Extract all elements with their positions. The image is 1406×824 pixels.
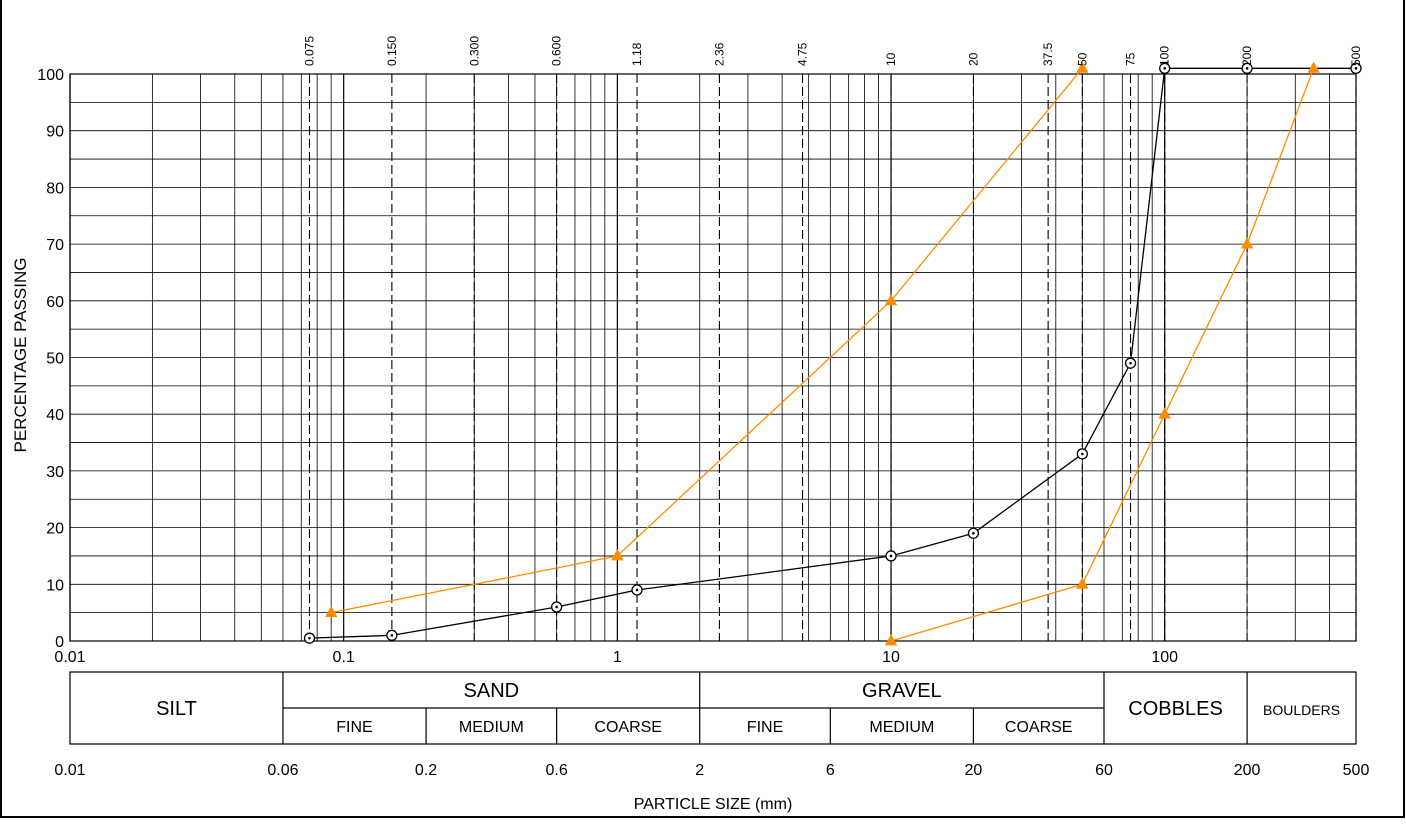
series-line [890,68,1315,642]
sieve-label: 4.75 [796,42,810,66]
class-boundary-label: 0.2 [415,762,437,779]
data-point-triangle [884,293,898,306]
y-axis-label: PERCENTAGE PASSING [11,258,30,453]
circle-center [972,531,975,535]
sieve-label: 75 [1124,52,1138,66]
data-point-circle [303,632,316,644]
y-tick-label: 80 [46,180,64,197]
class-boundary-label: 6 [826,762,835,779]
data-point-circle [386,629,398,641]
data-point-circle [1076,448,1088,460]
data-point-circle [550,601,563,613]
class-major-label: SAND [464,680,520,702]
circle-center [1081,452,1084,456]
data-point-triangle [1076,577,1089,589]
class-minor-label: FINE [336,719,372,736]
sieve-label: 100 [1158,46,1172,66]
plot-frame [69,73,1357,642]
x-tick-label: 1 [613,649,622,666]
y-tick-label: 40 [46,407,64,424]
class-minor-label: COARSE [594,719,662,736]
class-major-label: GRAVEL [862,680,942,702]
class-boundary-label: 0.06 [267,762,298,779]
circle-center [1354,67,1358,70]
axis-layer: 0.075 0.150 0.300 0.600 1.18 2.36 4.75 10 20 37.5… [37,36,1363,666]
circle-center [635,588,639,592]
data-point-circle [1159,62,1171,74]
circle-center [555,605,558,609]
data-point-triangle [884,634,898,646]
circle-center [390,634,394,637]
class-major-label: COBBLES [1128,698,1222,720]
x-tick-label: 100 [1151,649,1178,666]
class-boundary-label: 500 [1343,762,1370,779]
data-point-circle [1350,62,1362,74]
data-point-circle [885,550,897,562]
class-minor-label: MEDIUM [869,719,934,736]
data-point-circle [1241,62,1253,74]
class-boundary-label: 20 [965,762,983,779]
sieve-label: 0.150 [385,36,399,66]
sieve-label: 0.075 [302,36,316,66]
series-line [331,67,1083,614]
sieve-label: 50 [1075,52,1089,66]
data-point-triangle [1240,237,1254,249]
y-tick-label: 100 [37,67,64,84]
circle-center [308,636,311,640]
class-minor-label: COARSE [1005,719,1073,736]
x-tick-label: 0.1 [333,649,355,666]
sieve-label: 200 [1240,46,1254,66]
sieve-label: 500 [1349,46,1363,66]
y-tick-label: 0 [55,634,64,651]
sieve-label: 0.300 [467,36,481,66]
class-table-frame [69,671,1357,745]
series-line [309,67,1356,639]
data-point-triangle [1307,61,1320,73]
data-point-circle [631,584,643,596]
circle-center [1163,67,1167,70]
class-major-label: SILT [156,698,197,720]
sieve-label: 37.5 [1041,42,1055,66]
series-layer [303,61,1362,646]
data-point-triangle [611,549,624,561]
y-tick-label: 70 [46,237,64,254]
class-minor-label: MEDIUM [459,719,524,736]
data-point-triangle [1076,61,1089,73]
y-tick-label: 90 [46,124,64,141]
x-axis-label: PARTICLE SIZE (mm) [634,796,793,813]
x-tick-label: 0.01 [54,649,85,666]
circle-center [1245,67,1249,70]
y-tick-label: 50 [46,351,64,368]
sieve-label: 0.600 [550,36,564,66]
y-tick-label: 20 [46,521,64,538]
class-minor-label: FINE [747,719,783,736]
class-boundary-label: 60 [1095,762,1113,779]
circle-center [889,554,893,558]
classification-table: SILT SAND GRAVEL COBBLES BOULDERS FINE MEDIUM C… [54,671,1370,779]
class-major-label: BOULDERS [1263,702,1340,718]
y-tick-label: 30 [46,464,64,481]
class-boundary-label: 2 [695,762,704,779]
x-tick-label: 10 [882,649,900,666]
circle-center [1129,361,1132,365]
y-tick-label: 10 [46,577,64,594]
sieve-label: 2.36 [712,42,726,66]
class-boundary-label: 0.01 [54,762,85,779]
sieve-label: 10 [884,52,898,66]
sieve-label: 20 [966,52,980,66]
data-point-circle [1124,357,1137,369]
data-point-triangle [324,605,338,618]
class-boundary-label: 0.6 [546,762,568,779]
sieve-label: 1.18 [630,42,644,66]
data-point-triangle [1158,407,1171,419]
grid-layer [69,73,1357,642]
data-point-circle [967,527,980,539]
y-tick-label: 60 [46,294,64,311]
class-boundary-label: 200 [1234,762,1261,779]
